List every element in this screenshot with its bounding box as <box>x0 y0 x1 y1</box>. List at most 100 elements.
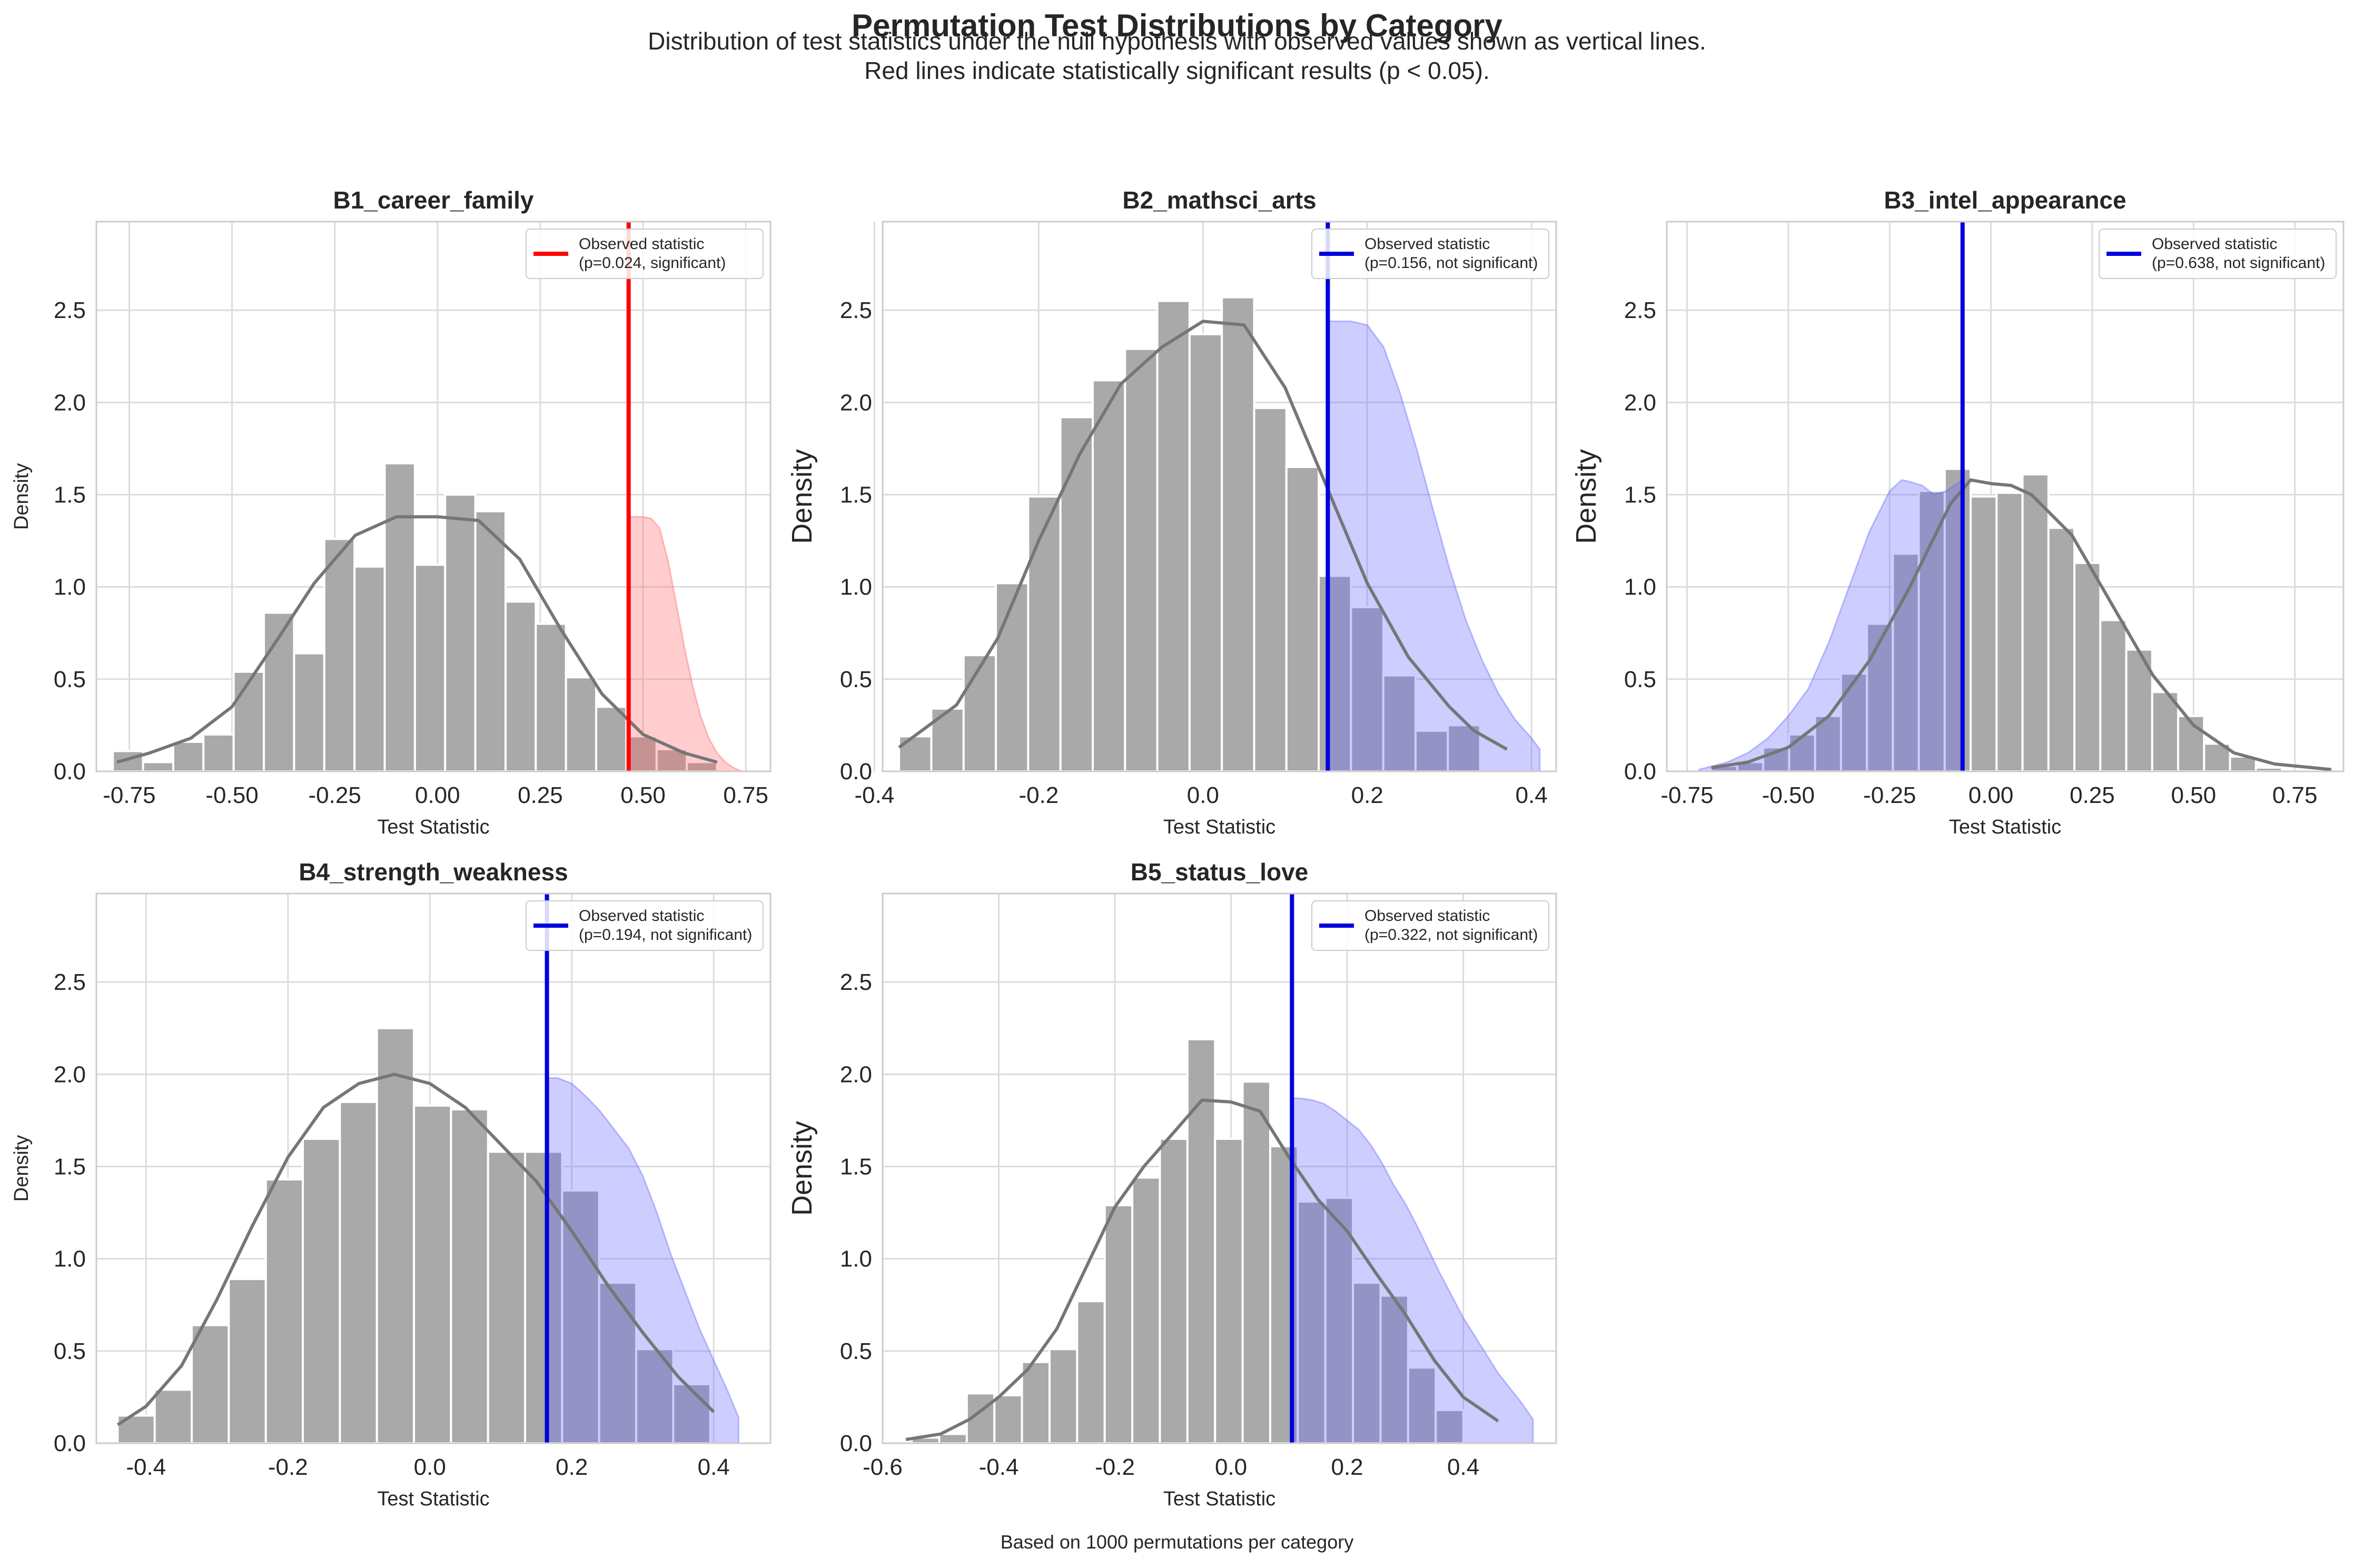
legend-detail: (p=0.024, significant) <box>579 254 726 272</box>
axes-frame <box>95 892 772 1444</box>
x-tick-label: 0.2 <box>556 1454 588 1480</box>
x-tick-label: 0.2 <box>1331 1454 1363 1480</box>
histogram-bar <box>1285 465 1320 771</box>
panel-title: B3_intel_appearance <box>1884 186 2126 214</box>
kde-line <box>898 320 1508 751</box>
x-tick-label: 0.25 <box>2070 782 2115 808</box>
x-tick-label: -0.50 <box>1762 782 1815 808</box>
x-tick-label: -0.25 <box>1863 782 1916 808</box>
x-tick-label: 0.50 <box>620 782 666 808</box>
histogram-bar <box>172 740 205 771</box>
y-tick-label: 0.5 <box>840 1338 872 1364</box>
legend-label: Observed statistic <box>1364 907 1490 925</box>
x-axis-label: Test Statistic <box>377 1488 489 1510</box>
x-tick-label: 0.0 <box>1215 1454 1247 1480</box>
y-tick-label: 0.0 <box>54 1431 86 1456</box>
histogram-bar <box>535 622 567 771</box>
x-tick-label: -0.2 <box>1095 1454 1135 1480</box>
y-axis-label: Density <box>11 1135 33 1202</box>
x-tick-label: -0.4 <box>979 1454 1019 1480</box>
y-tick-label: 1.5 <box>54 1154 86 1179</box>
y-tick-label: 1.0 <box>840 1246 872 1272</box>
histogram-bar <box>2047 527 2076 771</box>
x-tick-label: 0.75 <box>2272 782 2318 808</box>
figure-subtitle-line-2: Red lines indicate statistically signifi… <box>864 57 1490 84</box>
histogram-bar <box>2099 619 2128 771</box>
histogram-bar <box>938 1433 968 1443</box>
histogram-bar <box>1324 1197 1354 1443</box>
x-tick-label: 0.00 <box>415 782 460 808</box>
histogram-bar <box>474 510 507 771</box>
histogram-bar <box>444 493 477 771</box>
y-tick-label: 1.5 <box>840 1154 872 1179</box>
histogram-bar <box>2332 768 2343 771</box>
legend-box <box>1311 229 1549 279</box>
histogram-bar <box>1253 406 1288 771</box>
histogram-bar <box>1318 574 1352 771</box>
legend-box <box>2099 229 2337 279</box>
tail-area <box>1698 478 1964 771</box>
y-tick-label: 1.0 <box>54 1246 86 1272</box>
histogram-bar <box>686 761 718 771</box>
panel-5: -0.6 -0.4 -0.2 0.0 0.2 0.4 0.0 0.5 1.0 1.5 2.0 2.5 B… <box>786 858 1557 1510</box>
y-tick-label: 1.5 <box>1624 482 1656 508</box>
x-tick-label: 0.50 <box>2171 782 2216 808</box>
tail-area <box>1327 320 1541 771</box>
histogram-bar <box>1435 1408 1465 1443</box>
x-axis-label: Test Statistic <box>377 816 489 838</box>
x-tick-label: -0.4 <box>126 1454 166 1480</box>
y-tick-label: 1.5 <box>54 482 86 508</box>
histogram-bar <box>2073 562 2102 771</box>
x-tick-label: 0.2 <box>1351 782 1383 808</box>
histogram-bar <box>1866 622 1894 771</box>
histogram-bar <box>142 761 174 771</box>
legend-label: Observed statistic <box>579 907 704 925</box>
histogram-bar <box>1221 296 1255 771</box>
plot-area <box>898 222 1541 771</box>
legend-box <box>526 229 764 279</box>
histogram-bar <box>202 733 235 771</box>
legend-detail: (p=0.156, not significant) <box>1364 254 1538 272</box>
plot-area <box>112 222 742 771</box>
tail-area <box>1291 1097 1534 1443</box>
plot-area <box>905 894 1534 1443</box>
histogram-bar <box>1027 495 1062 771</box>
histogram-bar <box>323 538 356 771</box>
histogram-bar <box>1788 733 1816 771</box>
figure-footnote: Based on 1000 permutations per category <box>1000 1531 1354 1553</box>
histogram-bar <box>1892 552 1920 771</box>
y-tick-label: 2.5 <box>1624 297 1656 323</box>
y-tick-label: 2.0 <box>1624 390 1656 415</box>
y-tick-label: 1.0 <box>840 574 872 600</box>
y-tick-label: 2.5 <box>54 297 86 323</box>
panel-4: -0.4 -0.2 0.0 0.2 0.4 0.0 0.5 1.0 1.5 2.0 2.5 B4_st… <box>11 858 772 1510</box>
tail-area <box>546 1077 739 1443</box>
histogram-bar <box>293 652 325 771</box>
y-tick-label: 2.5 <box>54 969 86 995</box>
histogram-bar <box>413 563 447 771</box>
histogram-bar <box>962 654 997 771</box>
x-tick-label: 0.75 <box>723 782 768 808</box>
histogram-bar <box>413 1104 452 1443</box>
histogram-bar <box>1103 1204 1134 1443</box>
x-tick-label: -0.50 <box>205 782 258 808</box>
panel-2: -0.4 -0.2 0.0 0.2 0.4 0.0 0.5 1.0 1.5 2.0 2.5 B2_ma… <box>786 186 1557 838</box>
plot-area <box>1698 222 2343 771</box>
histogram-bar <box>1021 1361 1051 1443</box>
axes-frame <box>882 892 1557 1444</box>
histogram-bar <box>1076 1300 1106 1443</box>
x-tick-label: -0.4 <box>854 782 894 808</box>
histogram-bar <box>1379 1294 1409 1443</box>
x-tick-label: 0.4 <box>1447 1454 1479 1480</box>
x-tick-label: 0.4 <box>698 1454 730 1480</box>
histogram-bar <box>232 670 265 771</box>
panel-1: -0.75 -0.50 -0.25 0.00 0.25 0.50 0.75 0.0 0.5 1.0… <box>11 186 772 838</box>
histogram-bar <box>1124 348 1159 771</box>
histogram-bar <box>1414 729 1449 771</box>
y-tick-label: 2.0 <box>840 1061 872 1087</box>
panel-title: B1_career_family <box>333 186 533 214</box>
y-tick-label: 1.5 <box>840 482 872 508</box>
histogram-bar <box>1159 1137 1189 1443</box>
legend-detail: (p=0.194, not significant) <box>579 926 752 944</box>
